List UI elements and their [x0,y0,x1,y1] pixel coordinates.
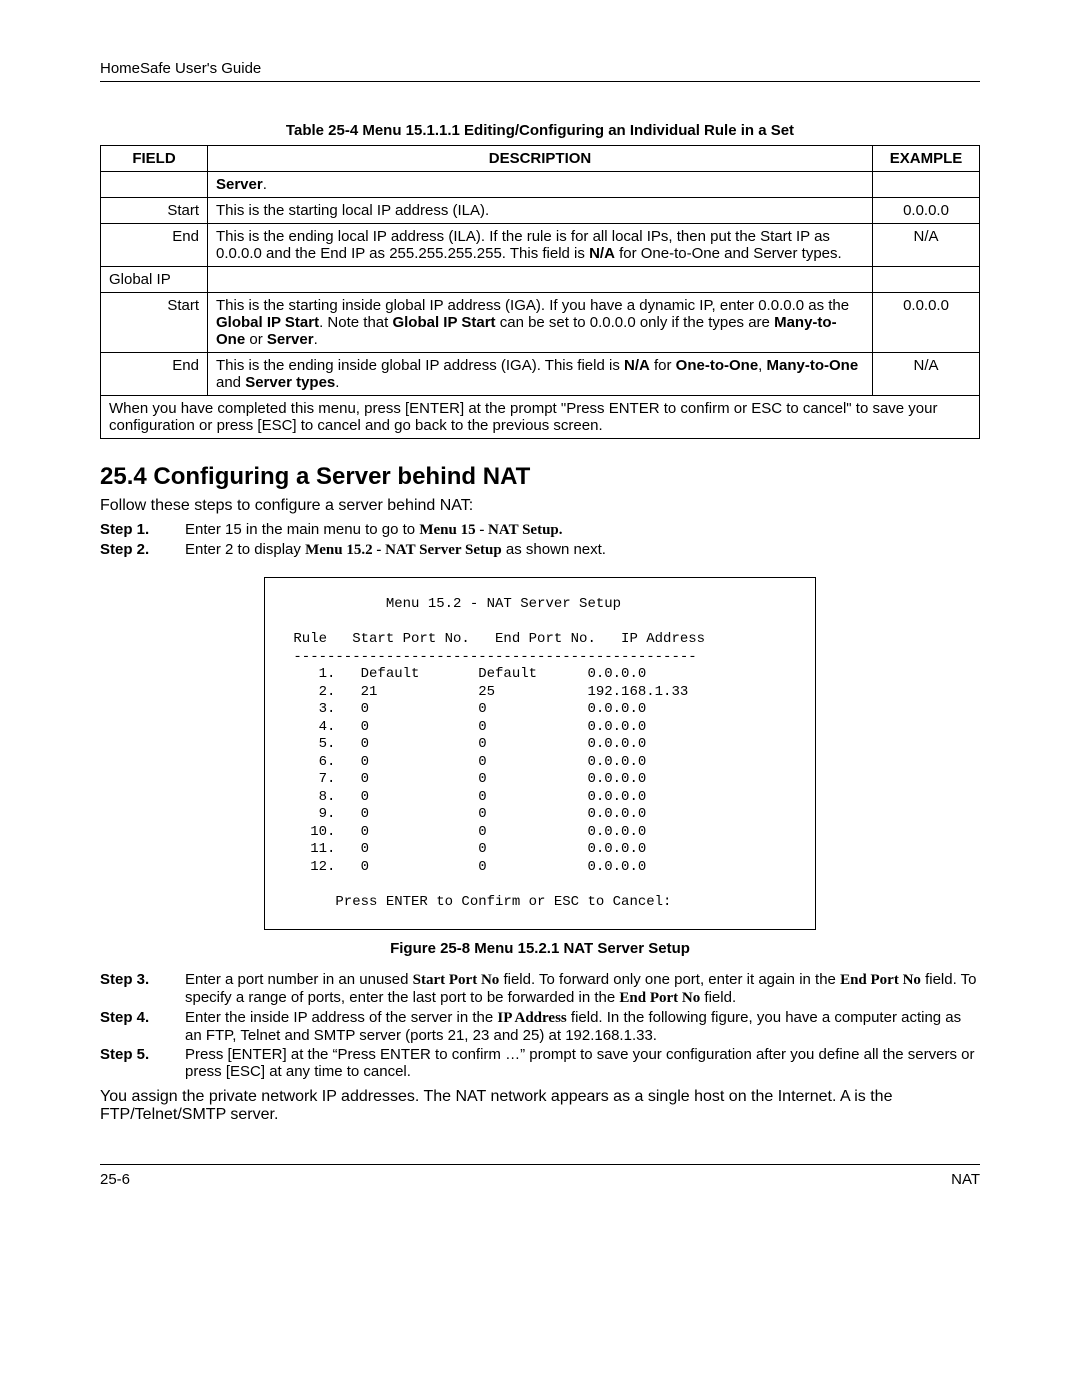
cell-example: 0.0.0.0 [873,293,980,353]
step-row: Step 1.Enter 15 in the main menu to go t… [100,521,980,539]
cell-desc: This is the starting local IP address (I… [208,198,873,224]
step-body: Enter 15 in the main menu to go to Menu … [185,521,980,539]
terminal-screen: Menu 15.2 - NAT Server Setup Rule Start … [264,577,816,930]
step-row: Step 3.Enter a port number in an unused … [100,971,980,1007]
table-footer-note: When you have completed this menu, press… [101,396,980,439]
step-row: Step 5.Press [ENTER] at the “Press ENTER… [100,1046,980,1080]
th-field: FIELD [101,146,208,172]
step-row: Step 2.Enter 2 to display Menu 15.2 - NA… [100,541,980,559]
cell-desc: This is the starting inside global IP ad… [208,293,873,353]
step-label: Step 5. [100,1046,185,1080]
cell-desc [208,267,873,293]
step-label: Step 2. [100,541,185,559]
table-head: FIELD DESCRIPTION EXAMPLE [101,146,980,172]
footer-left: 25-6 [100,1171,130,1188]
table-caption: Table 25-4 Menu 15.1.1.1 Editing/Configu… [100,122,980,139]
figure-caption: Figure 25-8 Menu 15.2.1 NAT Server Setup [100,940,980,957]
page-header: HomeSafe User's Guide [100,60,980,82]
cell-example: 0.0.0.0 [873,198,980,224]
step-body: Enter the inside IP address of the serve… [185,1009,980,1044]
cell-desc: Server. [208,172,873,198]
step-label: Step 4. [100,1009,185,1044]
cell-field: End [101,224,208,267]
cell-desc: This is the ending inside global IP addr… [208,353,873,396]
cell-example: N/A [873,224,980,267]
cell-field [101,172,208,198]
cell-field: Start [101,293,208,353]
step-label: Step 3. [100,971,185,1007]
th-desc: DESCRIPTION [208,146,873,172]
footer-right: NAT [951,1171,980,1188]
cell-example [873,172,980,198]
cell-field: Start [101,198,208,224]
step-body: Enter 2 to display Menu 15.2 - NAT Serve… [185,541,980,559]
cell-example: N/A [873,353,980,396]
page-footer: 25-6 NAT [100,1164,980,1188]
cell-field: End [101,353,208,396]
closing-paragraph: You assign the private network IP addres… [100,1088,980,1124]
cell-desc: This is the ending local IP address (ILA… [208,224,873,267]
section-intro: Follow these steps to configure a server… [100,497,980,515]
step-label: Step 1. [100,521,185,539]
table-body: Server.StartThis is the starting local I… [101,172,980,396]
fields-table: FIELD DESCRIPTION EXAMPLE Server.StartTh… [100,145,980,439]
cell-example [873,267,980,293]
step-row: Step 4.Enter the inside IP address of th… [100,1009,980,1044]
th-example: EXAMPLE [873,146,980,172]
steps-group-b: Step 3.Enter a port number in an unused … [100,971,980,1080]
section-heading: 25.4 Configuring a Server behind NAT [100,463,980,491]
cell-field: Global IP [101,267,208,293]
step-body: Press [ENTER] at the “Press ENTER to con… [185,1046,980,1080]
step-body: Enter a port number in an unused Start P… [185,971,980,1007]
steps-group-a: Step 1.Enter 15 in the main menu to go t… [100,521,980,559]
